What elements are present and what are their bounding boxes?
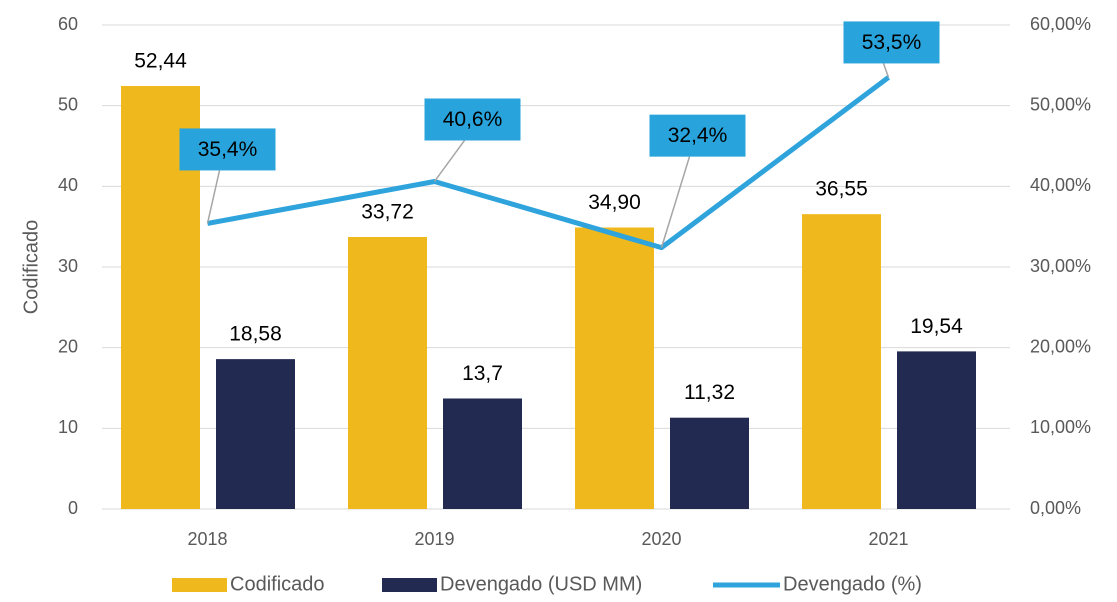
y-tick-label: 40 xyxy=(58,175,78,195)
bar xyxy=(802,214,881,509)
y-tick-label: 20 xyxy=(58,336,78,356)
y-tick-label: 0 xyxy=(68,498,78,518)
y2-tick-label: 0,00% xyxy=(1030,498,1081,518)
data-label: 19,54 xyxy=(910,315,963,338)
data-label: 40,6% xyxy=(443,108,503,131)
legend-label: Codificado xyxy=(230,573,325,595)
y2-tick-label: 30,00% xyxy=(1030,256,1091,276)
leader-line xyxy=(882,63,890,78)
y2-tick-label: 50,00% xyxy=(1030,94,1091,114)
bar xyxy=(575,227,654,509)
y-tick-label: 50 xyxy=(58,94,78,114)
legend-label: Devengado (USD MM) xyxy=(440,573,642,595)
x-tick-label: 2018 xyxy=(187,529,227,549)
data-label: 53,5% xyxy=(862,31,922,54)
data-label: 34,90 xyxy=(588,191,641,214)
leader-line xyxy=(433,140,466,182)
bar xyxy=(348,236,427,509)
data-label: 33,72 xyxy=(361,201,414,224)
data-label: 11,32 xyxy=(684,381,735,404)
y2-tick-label: 20,00% xyxy=(1030,336,1091,356)
data-label: 36,55 xyxy=(815,178,868,201)
label-box xyxy=(179,128,276,171)
label-box xyxy=(649,114,746,157)
y-axis-label: Codificado xyxy=(20,220,42,315)
data-label: 35,4% xyxy=(198,138,258,161)
data-label: 13,7 xyxy=(462,362,503,385)
y-tick-label: 10 xyxy=(58,417,78,437)
legend-label: Devengado (%) xyxy=(783,573,922,595)
bar xyxy=(443,398,522,509)
y2-tick-label: 10,00% xyxy=(1030,417,1091,437)
leader-line xyxy=(660,156,691,248)
data-label: 18,58 xyxy=(229,323,282,346)
bar xyxy=(897,351,976,509)
y-tick-label: 30 xyxy=(58,256,78,276)
legend-swatch xyxy=(172,578,227,592)
bar xyxy=(670,417,749,509)
x-tick-label: 2020 xyxy=(641,529,681,549)
y2-tick-label: 60,00% xyxy=(1030,14,1091,34)
data-label: 52,44 xyxy=(134,50,187,73)
leader-line xyxy=(206,170,221,224)
y2-tick-label: 40,00% xyxy=(1030,175,1091,195)
x-tick-label: 2021 xyxy=(868,529,908,549)
label-box xyxy=(424,98,521,141)
y-tick-label: 60 xyxy=(58,14,78,34)
x-tick-label: 2019 xyxy=(414,529,454,549)
bar xyxy=(216,359,295,509)
legend-swatch xyxy=(382,578,437,592)
data-label: 32,4% xyxy=(668,124,728,147)
label-box xyxy=(843,21,940,64)
line xyxy=(207,75,890,251)
